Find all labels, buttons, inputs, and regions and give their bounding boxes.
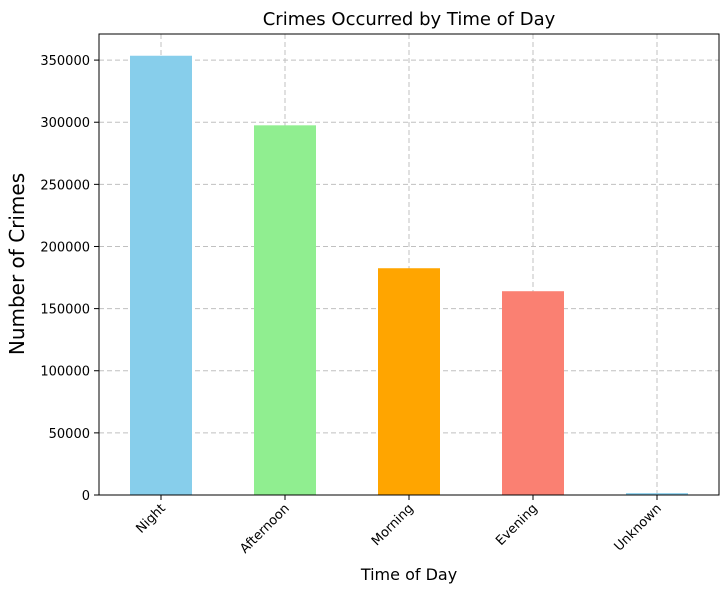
y-tick-label: 0	[82, 489, 90, 504]
x-axis-label: Time of Day	[360, 565, 457, 584]
bar-unknown	[626, 493, 688, 495]
bar-afternoon	[254, 125, 316, 495]
bar-evening	[502, 291, 564, 495]
bars	[130, 55, 688, 496]
bar-night	[130, 55, 192, 496]
bar-morning	[378, 268, 440, 495]
y-axis-label: Number of Crimes	[5, 173, 29, 355]
y-tick-label: 50000	[49, 427, 90, 442]
y-tick-label: 300000	[40, 116, 90, 131]
y-ticks: 0 50000 100000 150000 200000 250000 300000 3500…	[40, 54, 99, 504]
y-tick-label: 250000	[40, 178, 90, 193]
y-tick-label: 150000	[40, 303, 90, 318]
y-tick-label: 200000	[40, 240, 90, 255]
chart-title: Crimes Occurred by Time of Day	[263, 9, 556, 30]
y-tick-label: 350000	[40, 54, 90, 69]
y-tick-label: 100000	[40, 365, 90, 380]
